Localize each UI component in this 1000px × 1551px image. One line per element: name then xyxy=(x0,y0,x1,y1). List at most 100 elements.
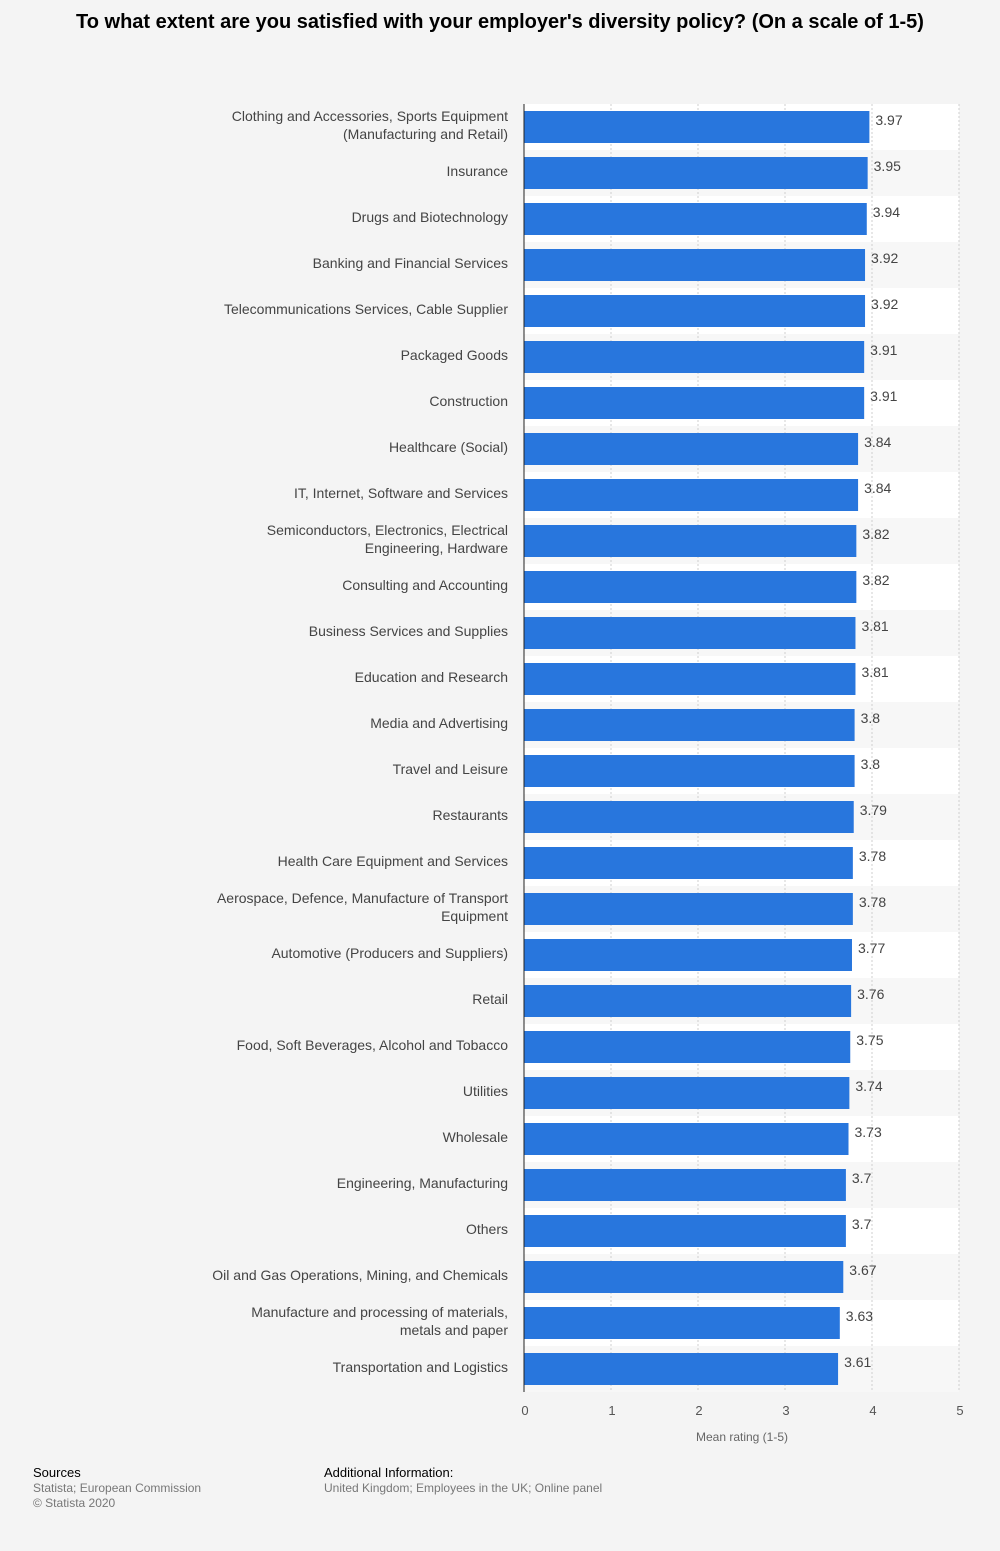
additional-info-block: Additional Information: United Kingdom; … xyxy=(324,1465,602,1496)
x-tick-label: 2 xyxy=(695,1403,702,1418)
value-label: 3.84 xyxy=(864,434,891,450)
value-label: 3.97 xyxy=(875,112,902,128)
category-label: Travel and Leisure xyxy=(393,761,509,777)
category-label: Transportation and Logistics xyxy=(333,1359,508,1375)
category-label: Retail xyxy=(472,991,508,1007)
category-label: Food, Soft Beverages, Alcohol and Tobacc… xyxy=(237,1037,509,1053)
bar xyxy=(524,249,866,281)
value-label: 3.73 xyxy=(855,1124,882,1140)
category-label: (Manufacturing and Retail) xyxy=(343,126,508,142)
category-label: Equipment xyxy=(441,908,508,924)
category-label: metals and paper xyxy=(400,1322,509,1338)
bar xyxy=(524,755,855,787)
bars xyxy=(524,111,870,1385)
category-label: Utilities xyxy=(463,1083,508,1099)
bar xyxy=(524,1169,846,1201)
category-label: Drugs and Biotechnology xyxy=(352,209,508,225)
x-tick-label: 0 xyxy=(521,1403,528,1418)
value-label: 3.75 xyxy=(856,1032,883,1048)
sources-text: Statista; European Commission xyxy=(33,1481,202,1495)
sources-block: Sources Statista; European Commission © … xyxy=(33,1465,201,1511)
additional-info-heading: Additional Information: xyxy=(324,1465,454,1480)
sources-heading: Sources xyxy=(33,1465,81,1480)
category-label: IT, Internet, Software and Services xyxy=(294,485,508,501)
additional-info-text: United Kingdom; Employees in the UK; Onl… xyxy=(324,1481,603,1495)
value-label: 3.8 xyxy=(861,710,881,726)
value-label: 3.7 xyxy=(852,1170,872,1186)
x-tick-label: 1 xyxy=(608,1403,615,1418)
value-label: 3.81 xyxy=(861,664,888,680)
category-label: Business Services and Supplies xyxy=(309,623,508,639)
bar xyxy=(524,203,867,235)
bar xyxy=(524,387,865,419)
value-label: 3.91 xyxy=(870,388,897,404)
category-label: Aerospace, Defence, Manufacture of Trans… xyxy=(217,890,508,906)
value-label: 3.82 xyxy=(862,572,889,588)
bar xyxy=(524,617,856,649)
bar xyxy=(524,1215,846,1247)
x-tick-label: 4 xyxy=(869,1403,876,1418)
bar xyxy=(524,157,868,189)
value-label: 3.76 xyxy=(857,986,884,1002)
bar xyxy=(524,479,859,511)
value-label: 3.61 xyxy=(844,1354,871,1370)
category-label: Media and Advertising xyxy=(370,715,508,731)
category-label: Health Care Equipment and Services xyxy=(278,853,508,869)
value-label: 3.84 xyxy=(864,480,891,496)
category-label: Manufacture and processing of materials, xyxy=(251,1304,508,1320)
bar xyxy=(524,295,866,327)
category-label: Others xyxy=(466,1221,508,1237)
category-label: Engineering, Manufacturing xyxy=(337,1175,508,1191)
category-label: Telecommunications Services, Cable Suppl… xyxy=(224,301,508,317)
category-label: Education and Research xyxy=(355,669,508,685)
value-label: 3.94 xyxy=(873,204,900,220)
category-label: Oil and Gas Operations, Mining, and Chem… xyxy=(212,1267,508,1283)
category-label: Banking and Financial Services xyxy=(313,255,508,271)
x-tick-label: 3 xyxy=(782,1403,789,1418)
bar xyxy=(524,1307,840,1339)
bar xyxy=(524,893,853,925)
x-tick-labels: 0 1 2 3 4 5 xyxy=(521,1403,963,1418)
value-label: 3.81 xyxy=(861,618,888,634)
bar xyxy=(524,525,857,557)
category-label: Healthcare (Social) xyxy=(389,439,508,455)
category-label: Restaurants xyxy=(433,807,508,823)
value-label: 3.92 xyxy=(871,250,898,266)
bar xyxy=(524,1077,850,1109)
category-label: Construction xyxy=(429,393,508,409)
bar xyxy=(524,1123,849,1155)
value-label: 3.82 xyxy=(862,526,889,542)
category-label: Automotive (Producers and Suppliers) xyxy=(271,945,508,961)
bar xyxy=(524,847,853,879)
value-label: 3.63 xyxy=(846,1308,873,1324)
category-labels: Clothing and Accessories, Sports Equipme… xyxy=(212,108,508,1375)
bar xyxy=(524,709,855,741)
bar xyxy=(524,1353,839,1385)
bar xyxy=(524,433,859,465)
value-label: 3.74 xyxy=(855,1078,882,1094)
category-label: Packaged Goods xyxy=(401,347,508,363)
value-label: 3.67 xyxy=(849,1262,876,1278)
chart-title: To what extent are you satisfied with yo… xyxy=(76,11,924,33)
bar xyxy=(524,985,852,1017)
category-label: Consulting and Accounting xyxy=(342,577,508,593)
value-label: 3.78 xyxy=(859,848,886,864)
bar xyxy=(524,341,865,373)
category-label: Wholesale xyxy=(443,1129,509,1145)
value-label: 3.7 xyxy=(852,1216,872,1232)
bar xyxy=(524,571,857,603)
value-label: 3.92 xyxy=(871,296,898,312)
value-label: 3.78 xyxy=(859,894,886,910)
value-label: 3.95 xyxy=(874,158,901,174)
bar xyxy=(524,801,854,833)
category-label: Semiconductors, Electronics, Electrical xyxy=(267,522,508,538)
copyright-text: © Statista 2020 xyxy=(33,1496,116,1510)
value-label: 3.77 xyxy=(858,940,885,956)
value-label: 3.91 xyxy=(870,342,897,358)
category-label: Clothing and Accessories, Sports Equipme… xyxy=(232,108,508,124)
bar xyxy=(524,939,852,971)
x-tick-label: 5 xyxy=(956,1403,963,1418)
category-label: Insurance xyxy=(447,163,509,179)
value-label: 3.8 xyxy=(861,756,881,772)
